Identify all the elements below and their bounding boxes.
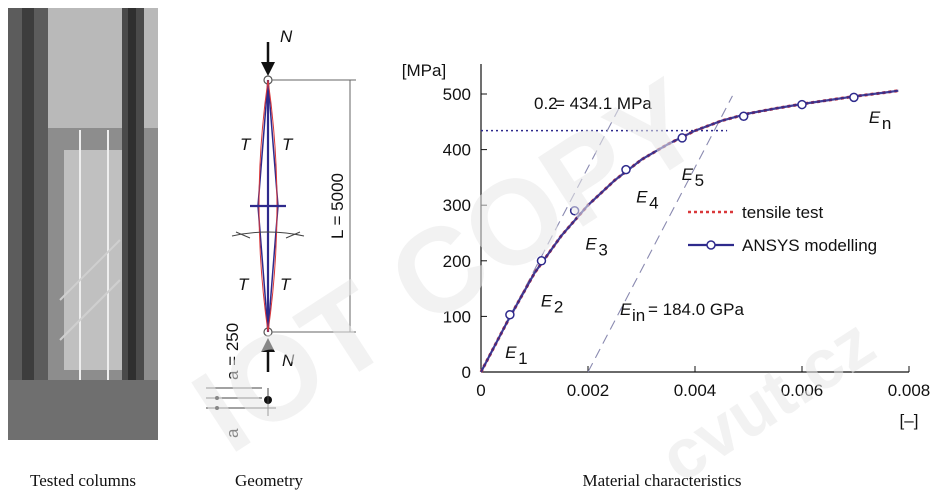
- caption-tested-columns: Tested columns: [30, 471, 136, 490]
- tangent-label-sub: 4: [649, 193, 658, 212]
- x-tick-label: 0.002: [567, 381, 610, 400]
- watermark: IOT COPY cvut.cz: [171, 53, 888, 493]
- tangent-label-base: E: [869, 108, 881, 127]
- a-dimension-label: a = 250: [223, 323, 242, 380]
- caption-material-characteristics: Material characteristics: [582, 471, 741, 490]
- ansys-marker: [536, 256, 547, 266]
- watermark-text-main: IOT COPY: [171, 53, 725, 478]
- tangent-label-sub: 5: [695, 171, 704, 190]
- photo-tested-columns: [8, 8, 158, 440]
- legend-marker-ansys: [706, 240, 716, 250]
- geometry-diagram: N N T T T T L = 5000 a = 250 a: [206, 27, 356, 438]
- y-tick-label: 0: [462, 363, 471, 382]
- section-point-2: [215, 406, 219, 410]
- ansys-marker: [849, 92, 859, 103]
- tangent-label-base: E: [541, 291, 553, 310]
- ansys-marker: [505, 309, 515, 320]
- yield-prefix: 0.2: [534, 94, 558, 113]
- tangent-label-base: E: [585, 235, 597, 254]
- tangent-label-base: E: [682, 165, 694, 184]
- y-axis-label: [MPa]: [402, 61, 446, 80]
- x-tick-label: 0: [476, 381, 485, 400]
- arrow-head-top-icon: [261, 62, 275, 76]
- section-point-1: [215, 396, 219, 400]
- tangent-label-sub: 3: [598, 241, 607, 260]
- x-tick-label: 0.004: [674, 381, 717, 400]
- tangent-label-sub: n: [882, 114, 891, 133]
- t-label-bottom-right: T: [280, 275, 292, 294]
- ansys-marker: [797, 99, 807, 110]
- arrow-head-bottom-icon: [261, 338, 275, 352]
- y-tick-label: 200: [443, 252, 471, 271]
- modulus-annotation: = 184.0 GPa: [648, 300, 744, 319]
- y-tick-label: 400: [443, 141, 471, 160]
- caption-geometry: Geometry: [235, 471, 303, 490]
- tangent-label-base: E: [636, 187, 648, 206]
- legend-label-ansys: ANSYS modelling: [742, 236, 877, 255]
- ansys-marker: [621, 164, 631, 175]
- tangent-label-sub: 2: [554, 297, 563, 316]
- t-label-top-left: T: [240, 135, 252, 154]
- legend: tensile test ANSYS modelling: [688, 203, 877, 255]
- x-tick-label: 0.006: [781, 381, 824, 400]
- a-small-label: a: [223, 428, 242, 438]
- tangent-label-sub: 1: [518, 349, 527, 368]
- section-ticks: [235, 231, 301, 239]
- y-tick-label: 100: [443, 307, 471, 326]
- force-label-top: N: [280, 27, 293, 46]
- x-axis-label: [–]: [900, 411, 919, 430]
- t-label-top-right: T: [282, 135, 294, 154]
- section-line: [231, 231, 305, 237]
- y-tick-label: 300: [443, 196, 471, 215]
- y-tick-label: 500: [443, 85, 471, 104]
- force-label-bottom: N: [282, 351, 295, 370]
- modulus-label-base: E: [620, 300, 632, 319]
- ansys-marker: [738, 111, 749, 121]
- length-label: L = 5000: [328, 173, 347, 239]
- legend-label-tensile: tensile test: [742, 203, 824, 222]
- tangent-label-base: E: [505, 343, 517, 362]
- ansys-marker: [569, 206, 580, 216]
- modulus-label-sub: in: [632, 306, 645, 325]
- series-line-ansys-modelling: [480, 89, 899, 373]
- x-tick-label: 0.008: [888, 381, 931, 400]
- yield-annotation: = 434.1 MPa: [555, 94, 652, 113]
- t-label-bottom-left: T: [238, 275, 250, 294]
- ansys-marker: [677, 133, 687, 143]
- modulus-reference-line: [587, 95, 733, 373]
